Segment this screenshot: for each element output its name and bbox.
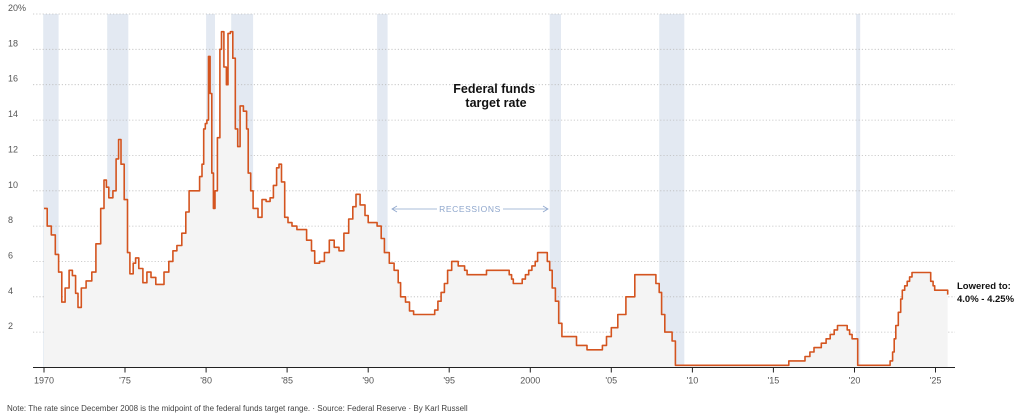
recessions-arrowhead-right [542, 205, 549, 213]
chart-title: Federal funds target rate [453, 82, 538, 110]
rate-area-fill [44, 31, 948, 368]
x-tick-label-2015: '15 [768, 376, 780, 386]
footnote: Note: The rate since December 2008 is th… [7, 404, 468, 413]
final-rate-label-line-1: Lowered to: [957, 281, 1011, 292]
y-tick-label-20: 20% [8, 3, 26, 13]
chart-title-line-2: target rate [465, 96, 526, 110]
chart-title-line-1: Federal funds [453, 82, 535, 96]
x-axis-ticks: 1970 '75 '80 '85 '90 '95 2000 '05 '10 '15 '20 '25 [34, 367, 942, 386]
footnote-byline: By Karl Russell [413, 404, 468, 413]
x-tick-label-2020: '20 [849, 376, 861, 386]
x-tick-label-1985: '85 [281, 376, 293, 386]
x-tick-label-1975: '75 [119, 376, 131, 386]
final-rate-annotation: Lowered to: 4.0% - 4.25% [957, 281, 1015, 305]
recession-band-8 [856, 14, 861, 368]
recessions-label: RECESSIONS [439, 204, 501, 214]
y-tick-label-2: 2 [8, 321, 13, 331]
y-tick-label-18: 18 [8, 38, 18, 48]
y-tick-label-4: 4 [8, 286, 13, 296]
y-tick-label-12: 12 [8, 144, 18, 154]
x-tick-label-1995: '95 [443, 376, 455, 386]
x-tick-label-1980: '80 [200, 376, 212, 386]
footnote-separator-1: · [312, 404, 316, 413]
x-tick-label-1970: 1970 [34, 376, 54, 386]
y-tick-label-6: 6 [8, 250, 13, 260]
y-tick-label-8: 8 [8, 215, 13, 225]
y-tick-label-14: 14 [8, 109, 18, 119]
y-tick-label-16: 16 [8, 74, 18, 84]
y-tick-label-10: 10 [8, 180, 18, 190]
x-tick-label-2025: '25 [930, 376, 942, 386]
x-tick-label-2000: 2000 [520, 376, 540, 386]
footnote-source: Source: Federal Reserve [317, 404, 407, 413]
rate-line [44, 30, 949, 367]
x-tick-label-2010: '10 [687, 376, 699, 386]
y-axis-tick-labels: 2 4 6 8 10 12 14 16 18 20% [8, 3, 26, 331]
recessions-annotation: RECESSIONS [391, 204, 549, 214]
x-tick-label-2005: '05 [605, 376, 617, 386]
recessions-arrowhead-left [391, 205, 398, 213]
final-rate-label-line-2: 4.0% - 4.25% [957, 294, 1015, 305]
footnote-text: Note: The rate since December 2008 is th… [7, 404, 311, 413]
footnote-separator-2: · [408, 404, 412, 413]
x-tick-label-1990: '90 [362, 376, 374, 386]
